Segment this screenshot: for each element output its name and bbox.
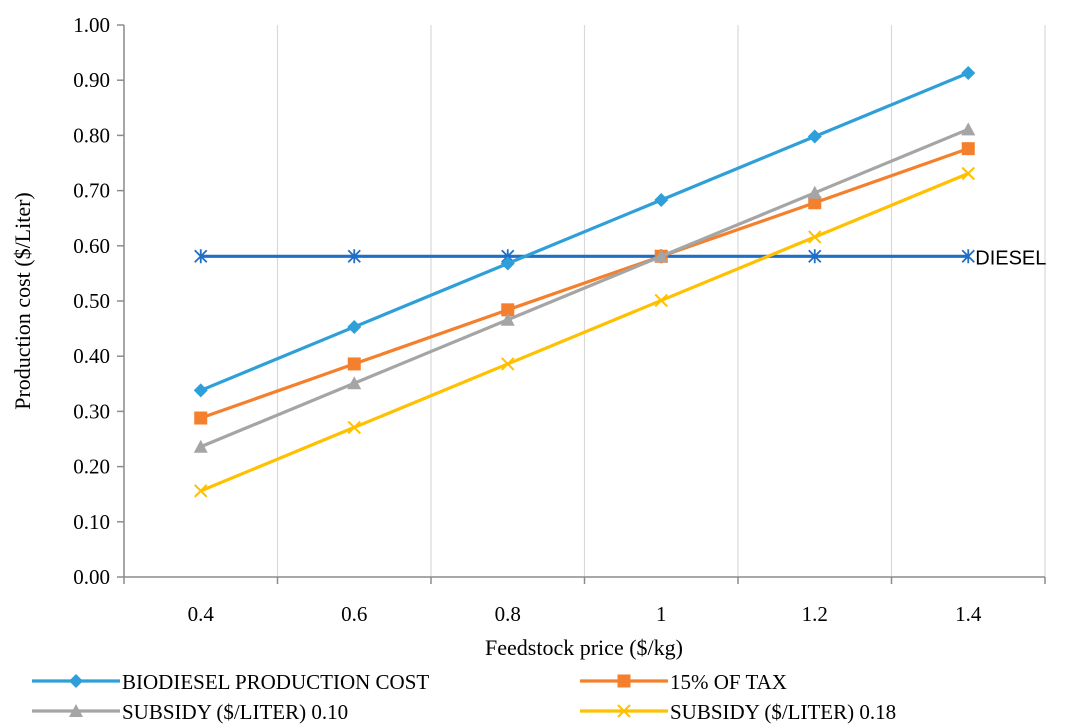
data-point <box>347 376 362 390</box>
diesel-annotation: DIESEL <box>975 247 1046 269</box>
data-point <box>194 484 208 498</box>
legend-label: BIODIESEL PRODUCTION COST <box>122 670 429 694</box>
y-tick-label: 1.00 <box>73 13 110 37</box>
legend-label: SUBSIDY ($/LITER) 0.18 <box>670 700 896 724</box>
y-tick-label: 0.90 <box>73 68 110 92</box>
data-point <box>193 439 208 453</box>
series-group <box>193 66 976 498</box>
x-axis-label: Feedstock price ($/kg) <box>485 635 683 660</box>
x-tick-label: 0.6 <box>341 602 367 626</box>
data-point <box>654 192 669 207</box>
y-tick-label: 0.70 <box>73 179 110 203</box>
data-point <box>807 185 822 199</box>
data-point <box>808 196 822 210</box>
data-point <box>347 420 361 435</box>
data-point <box>617 674 631 688</box>
data-point <box>961 166 975 181</box>
y-tick-label: 0.60 <box>73 234 110 258</box>
series-biodiesel-production-cost <box>193 66 976 398</box>
data-point <box>654 293 668 308</box>
series-line <box>200 147 969 420</box>
y-tick-label: 0.50 <box>73 289 110 313</box>
data-point <box>501 303 515 317</box>
legend-item: SUBSIDY ($/LITER) 0.10 <box>32 700 348 724</box>
x-tick-label: 1.4 <box>955 602 982 626</box>
data-point <box>807 129 822 144</box>
data-point <box>500 312 515 326</box>
series-subsidy-liter-0-18 <box>194 166 975 498</box>
series-line <box>200 71 969 392</box>
legend-item: 15% OF TAX <box>580 670 787 694</box>
y-tick-label: 0.40 <box>73 344 110 368</box>
y-tick-label: 0.30 <box>73 399 110 423</box>
data-point <box>961 142 975 156</box>
data-point <box>654 249 669 263</box>
data-point <box>617 704 631 718</box>
data-point <box>808 230 822 244</box>
series-line <box>200 172 969 493</box>
legend-label: 15% OF TAX <box>670 670 787 694</box>
series-line <box>200 127 969 449</box>
y-tick-label: 0.20 <box>73 455 110 479</box>
y-axis-ticks: 0.00 0.10 0.20 0.30 0.40 0.50 0.60 0.70 0.80 0.90… <box>73 13 124 589</box>
x-tick-label: 1 <box>656 602 667 626</box>
data-point <box>961 249 975 264</box>
x-tick-label: 0.4 <box>188 602 215 626</box>
y-tick-label: 0.80 <box>73 123 110 147</box>
data-point <box>347 249 361 264</box>
grid <box>123 25 1046 577</box>
data-point <box>69 674 83 688</box>
data-point <box>347 357 361 371</box>
data-point <box>347 319 362 334</box>
y-tick-label: 0.00 <box>73 565 110 589</box>
x-tick-label: 0.8 <box>495 602 521 626</box>
data-point <box>961 122 976 136</box>
data-point <box>500 256 515 271</box>
y-tick-label: 0.10 <box>73 510 110 534</box>
annotations: DIESEL <box>975 247 1046 269</box>
legend-item: BIODIESEL PRODUCTION COST <box>32 670 429 694</box>
data-point <box>194 249 208 264</box>
x-axis-ticks: 0.4 0.6 0.8 1 1.2 1.4 <box>123 577 1046 626</box>
data-point <box>961 66 976 81</box>
legend-item: SUBSIDY ($/LITER) 0.18 <box>580 700 896 724</box>
data-point <box>193 383 208 398</box>
data-point <box>808 249 822 264</box>
legend: BIODIESEL PRODUCTION COST 15% OF TAX SUBSI… <box>32 670 896 724</box>
x-tick-label: 1.2 <box>802 602 828 626</box>
data-point <box>501 357 515 371</box>
series-subsidy-liter-0-10 <box>193 122 976 453</box>
data-point <box>69 704 83 717</box>
y-axis-label: Production cost ($/Liter) <box>10 192 35 410</box>
legend-label: SUBSIDY ($/LITER) 0.10 <box>122 700 348 724</box>
data-point <box>194 411 208 425</box>
